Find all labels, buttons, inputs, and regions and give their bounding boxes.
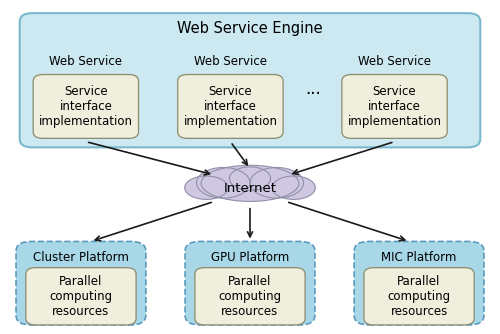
Text: Service
interface
implementation: Service interface implementation <box>348 85 442 128</box>
Text: Internet: Internet <box>224 182 276 195</box>
FancyBboxPatch shape <box>24 45 148 142</box>
Text: Parallel
computing
resources: Parallel computing resources <box>388 275 450 318</box>
Ellipse shape <box>272 176 316 199</box>
Text: ...: ... <box>305 80 320 98</box>
FancyBboxPatch shape <box>354 241 484 325</box>
Text: Cluster Platform: Cluster Platform <box>33 250 129 264</box>
FancyBboxPatch shape <box>26 268 136 325</box>
FancyBboxPatch shape <box>20 13 480 147</box>
Ellipse shape <box>250 167 304 198</box>
Text: Service
interface
implementation: Service interface implementation <box>39 85 133 128</box>
Text: Parallel
computing
resources: Parallel computing resources <box>50 275 112 318</box>
FancyBboxPatch shape <box>16 241 146 325</box>
FancyBboxPatch shape <box>168 45 293 142</box>
FancyBboxPatch shape <box>364 268 474 325</box>
FancyBboxPatch shape <box>178 74 283 138</box>
Text: MIC Platform: MIC Platform <box>382 250 456 264</box>
FancyBboxPatch shape <box>195 268 305 325</box>
Text: Web Service: Web Service <box>194 55 267 68</box>
FancyBboxPatch shape <box>33 74 138 138</box>
Ellipse shape <box>201 165 299 201</box>
Text: Web Service: Web Service <box>50 55 122 68</box>
Text: GPU Platform: GPU Platform <box>211 250 289 264</box>
Ellipse shape <box>196 167 250 198</box>
Text: Service
interface
implementation: Service interface implementation <box>184 85 278 128</box>
Text: Web Service Engine: Web Service Engine <box>177 21 323 36</box>
Ellipse shape <box>184 176 228 199</box>
FancyBboxPatch shape <box>342 74 447 138</box>
FancyBboxPatch shape <box>332 45 457 142</box>
FancyBboxPatch shape <box>185 241 315 325</box>
Text: Parallel
computing
resources: Parallel computing resources <box>218 275 282 318</box>
Text: Web Service: Web Service <box>358 55 431 68</box>
Ellipse shape <box>230 167 270 190</box>
